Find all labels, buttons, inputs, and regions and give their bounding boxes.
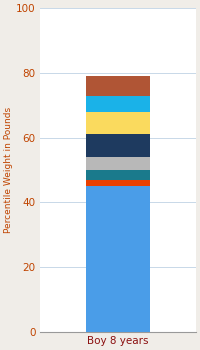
Y-axis label: Percentile Weight in Pounds: Percentile Weight in Pounds: [4, 107, 13, 233]
Bar: [86, 157, 150, 170]
Bar: [86, 134, 150, 157]
Bar: [86, 96, 150, 112]
Bar: [86, 186, 150, 332]
Bar: [86, 112, 150, 134]
Bar: [86, 170, 150, 180]
Bar: [86, 76, 150, 96]
Bar: [86, 180, 150, 186]
